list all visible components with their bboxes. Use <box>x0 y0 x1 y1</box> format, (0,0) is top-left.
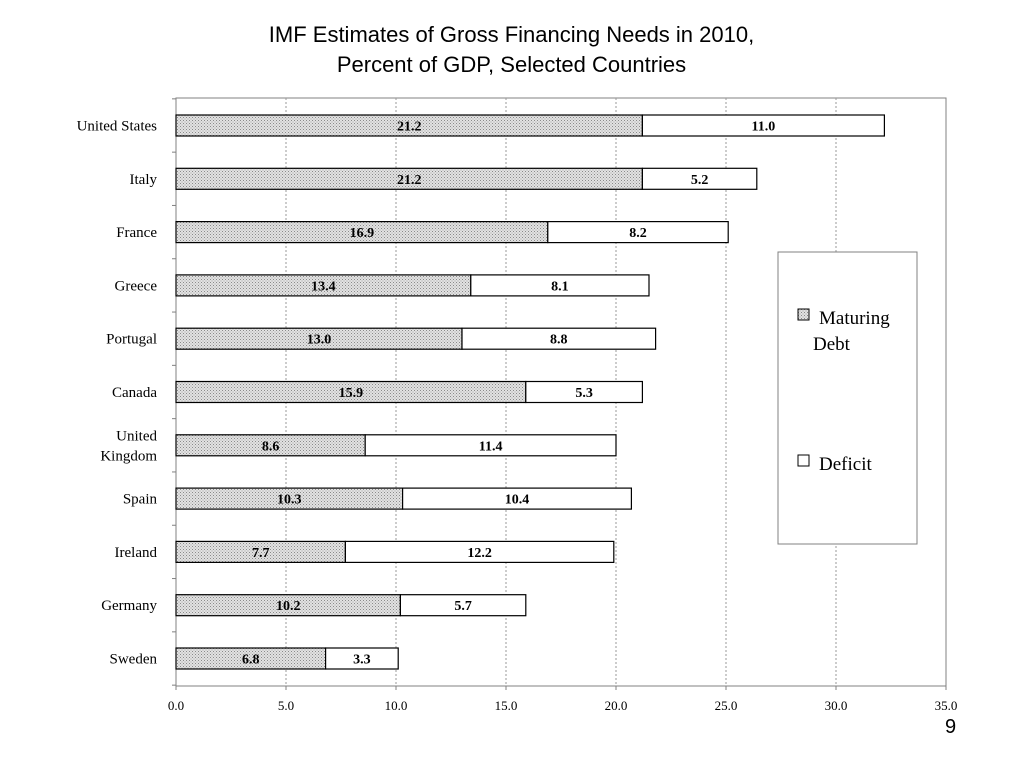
data-label-deficit: 11.4 <box>479 439 503 454</box>
category-label: United <box>116 428 157 444</box>
data-label-maturing-debt: 21.2 <box>397 173 422 188</box>
data-label-deficit: 8.2 <box>629 226 647 241</box>
data-label-deficit: 11.0 <box>752 120 776 135</box>
legend-swatch-maturing-debt <box>797 308 810 321</box>
bar-deficit <box>525 380 643 404</box>
data-label-deficit: 12.2 <box>467 546 492 561</box>
category-label: Germany <box>101 598 157 614</box>
bar-deficit <box>641 167 758 190</box>
data-label-maturing-debt: 10.2 <box>276 599 301 614</box>
data-label-maturing-debt: 6.8 <box>242 653 260 668</box>
data-label-maturing-debt: 16.9 <box>350 226 375 241</box>
data-label-maturing-debt: 7.7 <box>252 546 270 561</box>
data-label-deficit: 8.1 <box>551 279 569 294</box>
page-number: 9 <box>945 716 957 738</box>
data-label-maturing-debt: 13.0 <box>307 333 332 348</box>
x-tick-label: 30.0 <box>825 698 848 713</box>
bar-deficit <box>402 487 633 510</box>
category-label: Greece <box>115 278 158 294</box>
bar-deficit <box>461 327 657 350</box>
chart-title-line-2: Percent of GDP, Selected Countries <box>336 52 687 77</box>
data-label-deficit: 8.8 <box>550 333 568 348</box>
legend-label-deficit: Deficit <box>819 454 872 475</box>
data-label-deficit: 5.7 <box>454 599 472 614</box>
category-label: Ireland <box>115 545 158 561</box>
x-tick-label: 5.0 <box>278 698 294 713</box>
bar-deficit <box>399 594 527 617</box>
chart-title-line-1: IMF Estimates of Gross Financing Needs i… <box>268 22 755 47</box>
bar-deficit <box>547 221 729 244</box>
category-label: Canada <box>112 385 157 401</box>
data-label-deficit: 5.2 <box>691 173 709 188</box>
data-label-maturing-debt: 13.4 <box>311 279 336 294</box>
category-label: Italy <box>130 172 158 188</box>
category-label: United States <box>77 119 158 135</box>
bar-deficit <box>470 274 650 297</box>
bar-deficit <box>344 540 615 564</box>
data-label-deficit: 3.3 <box>353 653 371 668</box>
data-label-deficit: 5.3 <box>575 386 593 401</box>
legend-swatch-deficit <box>797 454 810 467</box>
bar-deficit <box>364 434 617 457</box>
x-tick-label: 20.0 <box>605 698 628 713</box>
category-label: Sweden <box>110 652 158 668</box>
category-label: Portugal <box>106 332 157 348</box>
data-label-maturing-debt: 8.6 <box>262 439 280 454</box>
data-label-maturing-debt: 21.2 <box>397 120 422 135</box>
legend-label-maturing-debt: Maturing <box>819 308 890 329</box>
category-label: Spain <box>123 492 158 508</box>
legend-box <box>777 251 918 545</box>
category-label: Kingdom <box>100 448 157 464</box>
x-tick-label: 25.0 <box>715 698 738 713</box>
category-label: France <box>116 225 157 241</box>
data-label-deficit: 10.4 <box>505 493 530 508</box>
bar-deficit <box>641 114 886 137</box>
x-tick-label: 35.0 <box>935 698 958 713</box>
x-tick-label: 15.0 <box>495 698 518 713</box>
legend-label-maturing-debt: Debt <box>813 334 851 355</box>
data-label-maturing-debt: 10.3 <box>277 493 302 508</box>
x-tick-label: 10.0 <box>385 698 408 713</box>
bar-deficit <box>325 647 399 670</box>
data-label-maturing-debt: 15.9 <box>339 386 364 401</box>
x-tick-label: 0.0 <box>168 698 184 713</box>
